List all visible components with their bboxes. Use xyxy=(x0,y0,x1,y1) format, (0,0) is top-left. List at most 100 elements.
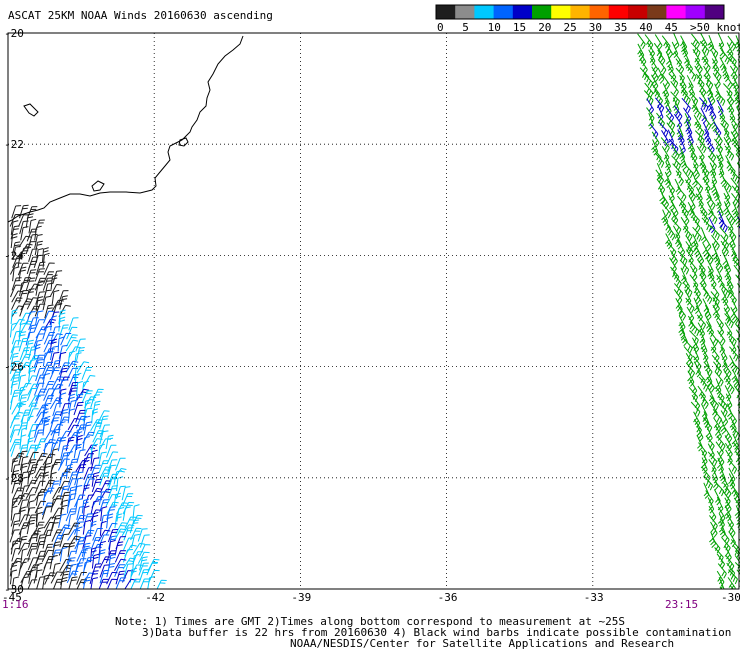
wind-barb xyxy=(19,476,28,492)
colorbar-swatch xyxy=(570,5,591,19)
colorbar-tick-label: 15 xyxy=(513,21,526,34)
wind-barb xyxy=(68,458,78,473)
wind-barb xyxy=(83,375,96,388)
wind-barb xyxy=(731,123,739,140)
wind-barb xyxy=(34,234,43,249)
wind-barb xyxy=(654,34,663,51)
wind-barb xyxy=(657,49,666,66)
wind-barb xyxy=(97,529,111,542)
wind-barb xyxy=(58,316,66,332)
wind-barb xyxy=(712,72,721,89)
colorbar-tick-label: 35 xyxy=(614,21,627,34)
wind-barb xyxy=(11,205,22,219)
wind-barb xyxy=(17,542,30,555)
wind-barb xyxy=(18,450,28,465)
wind-barb xyxy=(28,569,37,584)
wind-barb xyxy=(34,303,46,317)
wind-barb xyxy=(703,475,714,491)
wind-barb xyxy=(643,90,654,106)
wind-barb xyxy=(686,129,694,146)
wind-barb xyxy=(724,385,732,402)
wind-barb xyxy=(42,574,50,589)
colorbar-swatch xyxy=(589,5,610,19)
wind-barb xyxy=(716,147,724,165)
wind-barb xyxy=(728,569,738,585)
wind-barb xyxy=(105,434,114,450)
wind-barb xyxy=(717,330,726,346)
wind-barb xyxy=(58,324,69,338)
wind-barb xyxy=(19,471,29,486)
wind-barb xyxy=(692,355,702,372)
wind-barb xyxy=(139,578,150,589)
wind-barb xyxy=(680,202,689,218)
wind-barb xyxy=(713,361,723,377)
wind-barb xyxy=(98,490,108,506)
wind-barb xyxy=(711,537,721,554)
wind-barb xyxy=(34,268,45,282)
wind-barb xyxy=(98,451,107,466)
wind-barb xyxy=(97,410,110,423)
wind-barb xyxy=(730,168,740,184)
wind-barb xyxy=(691,33,700,50)
wind-barb xyxy=(710,115,718,132)
wind-barb xyxy=(76,347,85,362)
wind-barb xyxy=(68,486,77,501)
wind-barb xyxy=(74,514,86,528)
wind-barb xyxy=(652,147,662,163)
wind-barb xyxy=(681,97,691,114)
wind-barb xyxy=(675,58,685,74)
wind-barb xyxy=(75,498,84,513)
wind-barb xyxy=(685,241,694,257)
wind-barb xyxy=(58,290,69,304)
wind-barb xyxy=(18,561,27,576)
wind-barb xyxy=(49,480,60,494)
wind-barb xyxy=(703,288,713,305)
wind-barb xyxy=(709,395,719,411)
wind-barb xyxy=(105,522,118,536)
wind-barbs-layer xyxy=(9,33,740,589)
wind-barb xyxy=(639,67,650,83)
wind-barb xyxy=(727,331,737,347)
wind-barb xyxy=(724,505,732,522)
longitude-tick-label: -33 xyxy=(584,591,604,604)
wind-barb xyxy=(26,494,36,508)
wind-barb xyxy=(43,271,55,284)
wind-barb xyxy=(713,121,722,138)
wind-barb xyxy=(704,128,712,146)
wind-barb xyxy=(10,233,18,249)
wind-barb xyxy=(51,289,60,305)
wind-barb xyxy=(99,472,110,486)
wind-barb xyxy=(683,338,693,354)
wind-barb xyxy=(665,233,673,250)
wind-barb xyxy=(713,249,721,266)
wind-barb xyxy=(716,274,725,291)
wind-barb xyxy=(696,145,705,162)
wind-barb xyxy=(59,564,73,577)
wind-barb xyxy=(10,309,18,325)
wind-barb xyxy=(728,233,736,251)
wind-barb xyxy=(719,114,729,131)
wind-barb xyxy=(25,507,36,521)
wind-barb xyxy=(695,73,705,90)
wind-barb xyxy=(18,535,28,550)
wind-barb xyxy=(696,314,707,330)
wind-barb xyxy=(107,485,118,499)
wind-barb xyxy=(708,459,717,475)
latitude-tick-label: -20 xyxy=(4,27,24,40)
wind-barb xyxy=(680,154,688,171)
colorbar-swatch xyxy=(704,5,725,19)
wind-barb xyxy=(98,534,110,548)
wind-barb xyxy=(28,317,39,331)
wind-barb xyxy=(726,90,735,107)
wind-barb xyxy=(42,295,52,311)
wind-barb xyxy=(719,586,723,589)
wind-barb xyxy=(687,202,695,219)
wind-barb xyxy=(716,450,725,467)
wind-barb xyxy=(36,534,46,548)
wind-barb xyxy=(99,480,112,493)
wind-barb xyxy=(644,82,654,99)
wind-barb xyxy=(729,346,739,362)
wind-barb xyxy=(33,521,45,535)
wind-barb xyxy=(35,367,45,382)
wind-barb xyxy=(82,560,91,576)
